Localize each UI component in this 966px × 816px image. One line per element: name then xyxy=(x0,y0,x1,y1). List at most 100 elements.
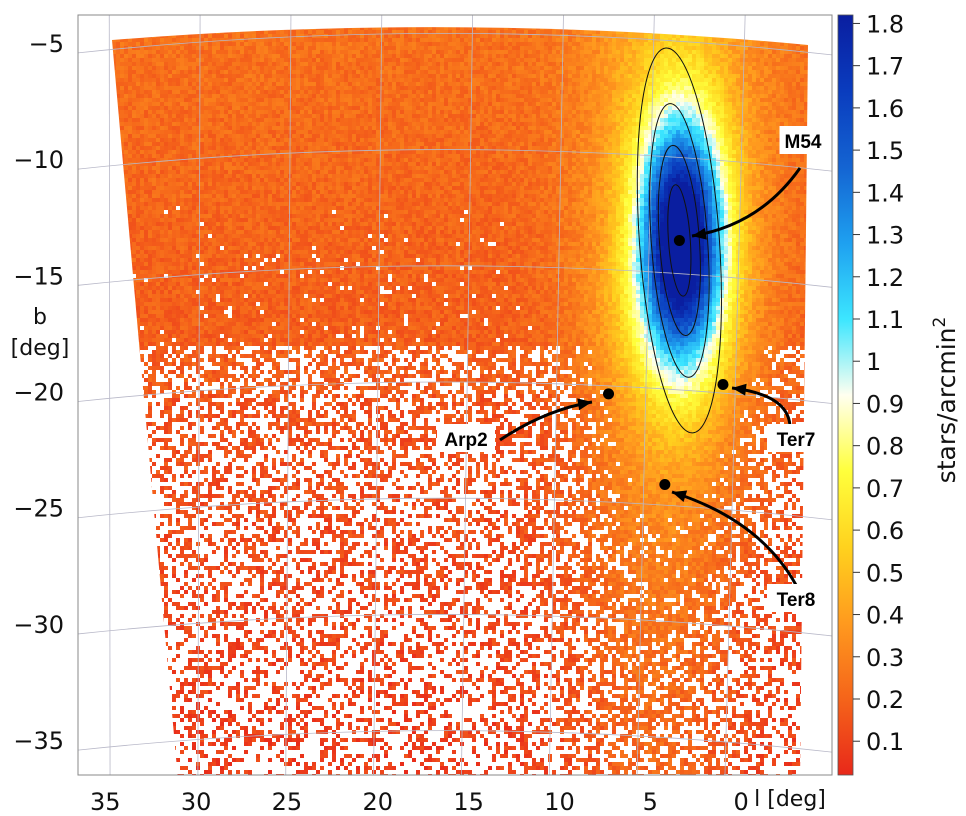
heatmap-cell xyxy=(208,90,212,94)
heatmap-cell xyxy=(504,94,508,98)
heatmap-cell xyxy=(424,90,428,94)
heatmap-cell xyxy=(400,42,404,46)
heatmap-cell xyxy=(808,98,812,102)
heatmap-cell xyxy=(344,22,348,26)
heatmap-cell xyxy=(712,62,716,66)
heatmap-cell xyxy=(764,74,768,78)
heatmap-cell xyxy=(220,30,224,34)
heatmap-cell xyxy=(488,34,492,38)
heatmap-cell xyxy=(468,54,472,58)
heatmap-cell xyxy=(608,42,612,46)
heatmap-cell xyxy=(520,118,524,122)
heatmap-cell xyxy=(816,82,820,86)
heatmap-cell xyxy=(760,78,764,82)
heatmap-cell xyxy=(460,106,464,110)
heatmap-cell xyxy=(224,82,228,86)
heatmap-cell xyxy=(344,42,348,46)
heatmap-cell xyxy=(608,58,612,62)
heatmap-cell xyxy=(764,94,768,98)
heatmap-cell xyxy=(212,62,216,66)
heatmap-cell xyxy=(580,106,584,110)
heatmap-cell xyxy=(600,30,604,34)
heatmap-cell xyxy=(292,66,296,70)
heatmap-cell xyxy=(312,110,316,114)
heatmap-cell xyxy=(688,110,692,114)
heatmap-cell xyxy=(700,90,704,94)
heatmap-cell xyxy=(460,18,464,22)
heatmap-cell xyxy=(720,78,724,82)
heatmap-cell xyxy=(528,27,532,30)
heatmap-cell xyxy=(388,90,392,94)
heatmap-cell xyxy=(180,30,184,34)
heatmap-cell xyxy=(468,86,472,90)
heatmap-cell xyxy=(796,98,800,102)
heatmap-cell xyxy=(232,98,236,102)
heatmap-cell xyxy=(668,50,672,54)
heatmap-cell xyxy=(476,110,480,114)
heatmap-cell xyxy=(700,62,704,66)
heatmap-cell xyxy=(824,62,828,66)
heatmap-cell xyxy=(204,38,208,42)
heatmap-cell xyxy=(304,54,308,58)
heatmap-cell xyxy=(360,27,364,30)
heatmap-cell xyxy=(712,30,716,34)
heatmap-cell xyxy=(168,110,172,114)
heatmap-cell xyxy=(472,34,476,38)
heatmap-cell xyxy=(132,86,136,90)
heatmap-cell xyxy=(300,114,304,118)
heatmap-cell xyxy=(268,94,272,98)
heatmap-cell xyxy=(228,86,232,90)
heatmap-cell xyxy=(612,18,616,22)
heatmap-cell xyxy=(380,50,384,54)
heatmap-cell xyxy=(172,50,176,54)
heatmap-cell xyxy=(556,27,560,30)
heatmap-cell xyxy=(600,102,604,106)
heatmap-cell xyxy=(752,110,756,114)
heatmap-cell xyxy=(364,50,368,54)
heatmap-cell xyxy=(664,90,668,94)
heatmap-cell xyxy=(608,86,612,90)
heatmap-cell xyxy=(248,27,252,30)
heatmap-cell xyxy=(812,82,816,86)
heatmap-cell xyxy=(548,34,552,38)
heatmap-cell xyxy=(488,46,492,50)
heatmap-cell xyxy=(432,22,436,26)
heatmap-cell xyxy=(792,62,796,66)
heatmap-cell xyxy=(652,74,656,78)
heatmap-cell xyxy=(564,78,568,82)
heatmap-cell xyxy=(192,102,196,106)
heatmap-cell xyxy=(440,18,444,22)
heatmap-cell xyxy=(204,122,208,126)
heatmap-cell xyxy=(216,27,220,30)
heatmap-cell xyxy=(692,34,696,38)
heatmap-cell xyxy=(216,114,220,118)
heatmap-cell xyxy=(376,122,380,126)
heatmap-cell xyxy=(716,27,720,30)
heatmap-cell xyxy=(740,70,744,74)
heatmap-cell xyxy=(84,98,88,102)
heatmap-cell xyxy=(752,90,756,94)
heatmap-cell xyxy=(668,42,672,46)
heatmap-cell xyxy=(736,74,740,78)
heatmap-cell xyxy=(592,90,596,94)
heatmap-cell xyxy=(340,70,344,74)
heatmap-cell xyxy=(520,50,524,54)
heatmap-cell xyxy=(156,50,160,54)
heatmap-cell xyxy=(804,22,808,26)
heatmap-cell xyxy=(452,114,456,118)
heatmap-cell xyxy=(616,34,620,38)
heatmap-cell xyxy=(524,78,528,82)
heatmap-cell xyxy=(644,62,648,66)
heatmap-cell xyxy=(280,94,284,98)
heatmap-cell xyxy=(516,122,520,126)
heatmap-cell xyxy=(628,94,632,98)
heatmap-cell xyxy=(416,106,420,110)
heatmap-cell xyxy=(552,118,556,122)
heatmap-cell xyxy=(284,118,288,122)
heatmap-cell xyxy=(704,62,708,66)
heatmap-cell xyxy=(464,27,468,30)
heatmap-cell xyxy=(580,74,584,78)
heatmap-cell xyxy=(436,62,440,66)
heatmap-cell xyxy=(236,94,240,98)
heatmap-cell xyxy=(612,54,616,58)
